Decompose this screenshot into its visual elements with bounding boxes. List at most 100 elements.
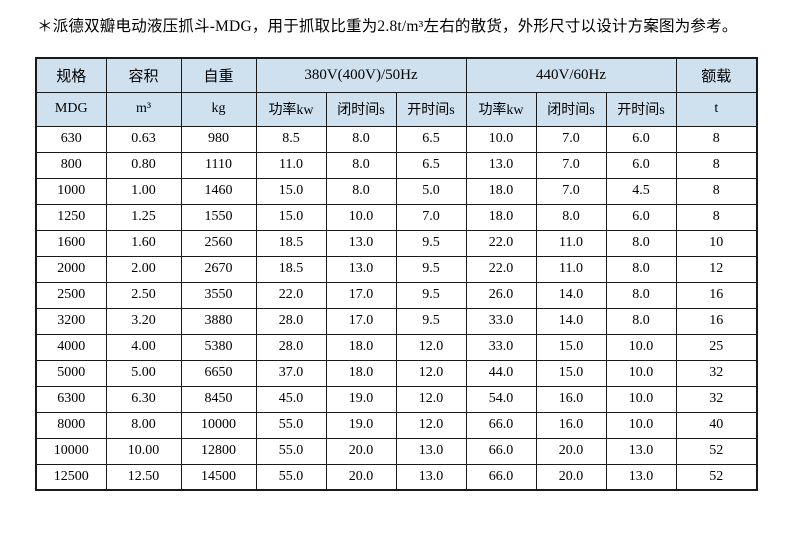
- table-cell: 14.0: [535, 307, 607, 335]
- table-cell: 3.20: [105, 307, 182, 335]
- table-cell: 7.0: [535, 125, 607, 153]
- table-cell: 52: [675, 437, 758, 465]
- table-cell: 8: [675, 125, 758, 153]
- header-380v-group: 380V(400V)/50Hz: [255, 57, 467, 93]
- table-cell: 16.0: [535, 411, 607, 439]
- table-row: 2000 2.00 2670 18.5 13.0 9.5 22.0 11.0 8.0 12: [35, 255, 758, 283]
- table-cell: 0.63: [105, 125, 182, 153]
- table-cell: 13.0: [325, 255, 397, 283]
- table-cell: 8.0: [535, 203, 607, 231]
- unit-m3: m³: [105, 91, 182, 127]
- table-cell: 25: [675, 333, 758, 361]
- table-cell: 33.0: [465, 307, 537, 335]
- table-cell: 10.0: [605, 359, 677, 387]
- header-row-units: MDG m³ kg 功率kw 闭时间s 开时间s 功率kw 闭时间s 开时间s …: [35, 91, 758, 127]
- table-cell: 14.0: [535, 281, 607, 309]
- table-cell: 17.0: [325, 281, 397, 309]
- table-cell: 5.00: [105, 359, 182, 387]
- table-cell: 1600: [35, 229, 107, 257]
- table-cell: 37.0: [255, 359, 327, 387]
- table-cell: 6300: [35, 385, 107, 413]
- table-cell: 10.0: [465, 125, 537, 153]
- table-cell: 18.5: [255, 229, 327, 257]
- table-cell: 4000: [35, 333, 107, 361]
- table-cell: 18.0: [465, 203, 537, 231]
- product-note-title: ＊派德双瓣电动液压抓斗-MDG，用于抓取比重为2.8t/m³左右的散货，外形尺寸…: [37, 18, 738, 35]
- table-cell: 22.0: [465, 229, 537, 257]
- unit-power-kw-380: 功率kw: [255, 91, 327, 127]
- table-cell: 6.0: [605, 203, 677, 231]
- table-cell: 32: [675, 385, 758, 413]
- table-cell: 66.0: [465, 463, 537, 491]
- table-cell: 8.5: [255, 125, 327, 153]
- table-cell: 10.0: [605, 333, 677, 361]
- table-cell: 19.0: [325, 385, 397, 413]
- table-cell: 12.0: [395, 359, 467, 387]
- table-row: 800 0.80 1110 11.0 8.0 6.5 13.0 7.0 6.0 8: [35, 151, 758, 179]
- table-cell: 6.5: [395, 151, 467, 179]
- unit-power-kw-440: 功率kw: [465, 91, 537, 127]
- table-cell: 8450: [180, 385, 257, 413]
- table-cell: 8: [675, 151, 758, 179]
- table-cell: 13.0: [605, 463, 677, 491]
- table-cell: 8.0: [605, 229, 677, 257]
- table-cell: 8.0: [325, 125, 397, 153]
- table-cell: 8.0: [605, 281, 677, 309]
- table-cell: 12500: [35, 463, 107, 491]
- table-cell: 13.0: [325, 229, 397, 257]
- table-row: 1000 1.00 1460 15.0 8.0 5.0 18.0 7.0 4.5 8: [35, 177, 758, 205]
- table-cell: 6.30: [105, 385, 182, 413]
- table-cell: 26.0: [465, 281, 537, 309]
- table-cell: 13.0: [395, 437, 467, 465]
- table-cell: 11.0: [535, 229, 607, 257]
- table-row: 630 0.63 980 8.5 8.0 6.5 10.0 7.0 6.0 8: [35, 125, 758, 153]
- table-cell: 16: [675, 281, 758, 309]
- table-cell: 1250: [35, 203, 107, 231]
- table-cell: 13.0: [395, 463, 467, 491]
- table-cell: 4.00: [105, 333, 182, 361]
- table-cell: 15.0: [535, 333, 607, 361]
- header-row-groups: 规格 容积 自重 380V(400V)/50Hz 440V/60Hz 额载: [35, 57, 758, 93]
- table-row: 8000 8.00 10000 55.0 19.0 12.0 66.0 16.0 10.0 40: [35, 411, 758, 439]
- table-cell: 15.0: [535, 359, 607, 387]
- header-capacity: 容积: [105, 57, 182, 93]
- header-440v-group: 440V/60Hz: [465, 57, 677, 93]
- unit-open-time-380: 开时间s: [395, 91, 467, 127]
- table-cell: 12.0: [395, 385, 467, 413]
- table-cell: 55.0: [255, 463, 327, 491]
- table-row: 12500 12.50 14500 55.0 20.0 13.0 66.0 20.0 13.0 5…: [35, 463, 758, 491]
- table-cell: 2560: [180, 229, 257, 257]
- table-cell: 10000: [35, 437, 107, 465]
- unit-close-time-380: 闭时间s: [325, 91, 397, 127]
- table-cell: 28.0: [255, 333, 327, 361]
- table-row: 2500 2.50 3550 22.0 17.0 9.5 26.0 14.0 8.0 16: [35, 281, 758, 309]
- header-self-weight: 自重: [180, 57, 257, 93]
- table-cell: 8.0: [605, 255, 677, 283]
- table-cell: 33.0: [465, 333, 537, 361]
- table-cell: 13.0: [465, 151, 537, 179]
- table-cell: 1550: [180, 203, 257, 231]
- table-cell: 8: [675, 177, 758, 205]
- table-cell: 8.00: [105, 411, 182, 439]
- table-cell: 66.0: [465, 411, 537, 439]
- table-cell: 20.0: [535, 463, 607, 491]
- table-cell: 20.0: [325, 463, 397, 491]
- table-cell: 20.0: [325, 437, 397, 465]
- table-cell: 2000: [35, 255, 107, 283]
- table-cell: 7.0: [535, 151, 607, 179]
- table-cell: 16: [675, 307, 758, 335]
- table-cell: 32: [675, 359, 758, 387]
- table-cell: 6.0: [605, 125, 677, 153]
- table-cell: 2670: [180, 255, 257, 283]
- table-cell: 5380: [180, 333, 257, 361]
- table-cell: 28.0: [255, 307, 327, 335]
- table-cell: 11.0: [535, 255, 607, 283]
- table-cell: 0.80: [105, 151, 182, 179]
- table-cell: 1000: [35, 177, 107, 205]
- table-cell: 52: [675, 463, 758, 491]
- table-cell: 8.0: [325, 177, 397, 205]
- table-row: 4000 4.00 5380 28.0 18.0 12.0 33.0 15.0 10.0 25: [35, 333, 758, 361]
- table-cell: 66.0: [465, 437, 537, 465]
- table-row: 1600 1.60 2560 18.5 13.0 9.5 22.0 11.0 8.0 10: [35, 229, 758, 257]
- table-cell: 980: [180, 125, 257, 153]
